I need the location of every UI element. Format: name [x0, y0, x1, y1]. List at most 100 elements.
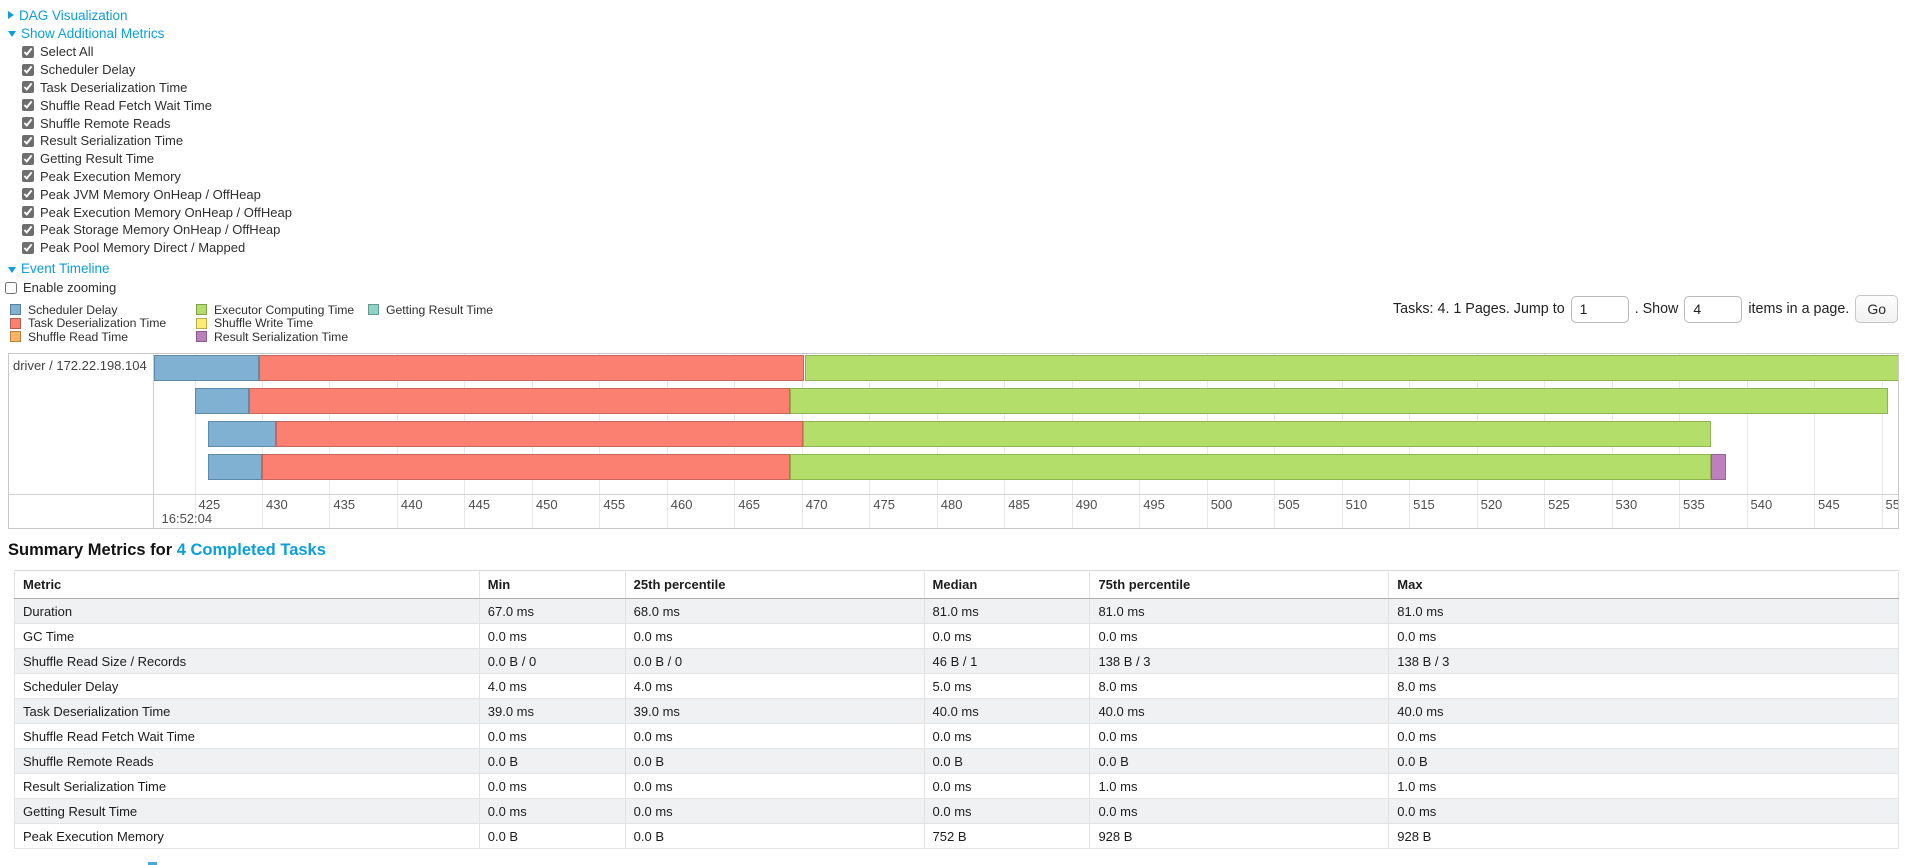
metric-checkbox-label[interactable]: Result Serialization Time — [40, 133, 184, 149]
jump-to-page-input[interactable] — [1570, 295, 1629, 323]
table-cell: 138 B / 3 — [1388, 648, 1899, 674]
table-cell: 928 B — [1388, 823, 1899, 849]
metric-checkbox-label[interactable]: Shuffle Read Fetch Wait Time — [40, 97, 212, 113]
event-timeline-toggle[interactable]: Event Timeline — [8, 261, 292, 277]
table-cell: 40.0 ms — [1388, 698, 1899, 724]
timeline-plot-area: 425 16:52:04 430 435 440 445 450 455 460 465 470 47… — [154, 354, 1898, 528]
task-bar-segment-result_serialization[interactable] — [1711, 454, 1727, 480]
metric-checkbox-row: Getting Result Time — [22, 150, 292, 168]
enable-zooming-label[interactable]: Enable zooming — [23, 280, 117, 296]
legend-label: Scheduler Delay — [28, 302, 118, 317]
legend-swatch-shuffle_read — [10, 331, 21, 343]
table-cell: 0.0 ms — [624, 798, 925, 824]
task-bar-segment-task_deserialization[interactable] — [275, 421, 804, 447]
tasks-pagination-text: Tasks: 4. 1 Pages. Jump to — [1393, 301, 1565, 317]
table-header-cell: Metric — [14, 570, 480, 599]
table-body: Duration 67.0 ms 68.0 ms 81.0 ms 81.0 ms 81.0… — [14, 598, 1899, 849]
legend-item: Shuffle Read Time — [10, 330, 166, 344]
metric-checkbox[interactable] — [22, 81, 34, 94]
axis-tick-label: 435 — [333, 497, 356, 512]
task-bar-segment-scheduler_delay[interactable] — [208, 454, 262, 480]
completed-tasks-link[interactable]: 4 Completed Tasks — [176, 541, 326, 559]
table-header-cell: Max — [1388, 570, 1899, 599]
metric-checkbox[interactable] — [22, 63, 34, 76]
metric-checkbox-label[interactable]: Getting Result Time — [40, 151, 155, 167]
expanded-arrow-icon — [8, 31, 16, 37]
metric-checkbox-label[interactable]: Shuffle Remote Reads — [40, 115, 171, 131]
task-bar-segment-executor_computing[interactable] — [804, 355, 1898, 381]
axis-tick-label: 545 — [1818, 497, 1840, 512]
task-bar-segment-task_deserialization[interactable] — [262, 454, 790, 480]
metric-checkbox[interactable] — [22, 45, 34, 58]
task-bar-segment-executor_computing[interactable] — [789, 388, 1889, 414]
task-bar-segment-scheduler_delay[interactable] — [154, 355, 260, 381]
metric-checkbox-label[interactable]: Peak Pool Memory Direct / Mapped — [40, 240, 246, 256]
metric-checkbox-label[interactable]: Select All — [40, 44, 94, 60]
pagination-controls: Tasks: 4. 1 Pages. Jump to . Show items … — [1393, 295, 1898, 323]
axis-tick-label: 495 — [1143, 497, 1165, 512]
table-cell: 0.0 ms — [1089, 798, 1390, 824]
metric-checkbox-label[interactable]: Scheduler Delay — [40, 62, 136, 78]
axis-tick-label: 455 — [603, 497, 626, 512]
task-bar-segment-executor_computing[interactable] — [803, 421, 1712, 447]
table-header-cell: 75th percentile — [1089, 570, 1390, 599]
metric-checkbox[interactable] — [22, 152, 34, 165]
table-cell: 0.0 ms — [923, 723, 1091, 749]
table-cell: Duration — [14, 598, 480, 624]
executor-row-label: driver / 172.22.198.104 — [13, 358, 147, 373]
legend-swatch-executor_computing — [196, 304, 207, 316]
metric-checkbox[interactable] — [22, 170, 34, 183]
table-row: Peak Execution Memory 0.0 B 0.0 B 752 B 928 … — [14, 823, 1899, 849]
items-per-page-input[interactable] — [1684, 295, 1743, 323]
legend-swatch-task_deserialization — [10, 317, 21, 329]
dag-visualization-toggle[interactable]: DAG Visualization — [8, 7, 292, 23]
dag-visualization-link[interactable]: DAG Visualization — [19, 7, 128, 23]
metric-checkbox[interactable] — [22, 188, 34, 201]
task-bar-segment-task_deserialization[interactable] — [259, 355, 805, 381]
event-timeline-link[interactable]: Event Timeline — [21, 261, 110, 277]
task-bar-segment-executor_computing[interactable] — [789, 454, 1712, 480]
expanded-arrow-icon — [8, 266, 16, 273]
axis-tick-label: 475 — [873, 497, 895, 512]
task-bar-segment-scheduler_delay[interactable] — [194, 388, 249, 414]
metric-checkbox-label[interactable]: Peak Execution Memory OnHeap / OffHeap — [40, 204, 292, 220]
table-cell: 39.0 ms — [478, 698, 626, 724]
show-additional-metrics-link[interactable]: Show Additional Metrics — [21, 25, 165, 41]
table-cell: 40.0 ms — [923, 698, 1091, 724]
table-cell: 0.0 B — [1388, 748, 1899, 774]
metric-checkbox-label[interactable]: Task Deserialization Time — [40, 79, 188, 95]
metric-checkbox[interactable] — [22, 206, 34, 219]
axis-tick-label: 550 — [1885, 497, 1899, 512]
enable-zooming-checkbox[interactable] — [5, 281, 17, 294]
table-cell: 928 B — [1089, 823, 1390, 849]
table-cell: 0.0 B / 0 — [624, 648, 925, 674]
task-bar-segment-task_deserialization[interactable] — [248, 388, 790, 414]
task-bar-segment-scheduler_delay[interactable] — [208, 421, 276, 447]
legend-swatch-scheduler_delay — [10, 304, 21, 316]
table-cell: 68.0 ms — [624, 598, 925, 624]
show-additional-metrics-toggle[interactable]: Show Additional Metrics — [8, 25, 292, 41]
table-cell: 0.0 ms — [1089, 623, 1390, 649]
metric-checkbox-label[interactable]: Peak Execution Memory — [40, 168, 181, 184]
table-cell: 81.0 ms — [923, 598, 1091, 624]
table-row: Shuffle Read Fetch Wait Time 0.0 ms 0.0 ms… — [14, 723, 1899, 749]
axis-gridline — [1881, 354, 1883, 528]
metric-checkbox[interactable] — [22, 223, 34, 236]
event-timeline-canvas: driver / 172.22.198.104 425 16:52:04 430 43… — [9, 354, 1898, 528]
table-cell: 8.0 ms — [1388, 673, 1899, 699]
metric-checkbox[interactable] — [22, 99, 34, 112]
table-cell: Shuffle Read Fetch Wait Time — [14, 723, 480, 749]
metric-checkbox[interactable] — [22, 241, 34, 254]
go-button[interactable]: Go — [1855, 295, 1898, 323]
table-cell: 0.0 B — [478, 748, 626, 774]
axis-tick-label: 490 — [1075, 497, 1098, 512]
metric-checkbox-label[interactable]: Peak JVM Memory OnHeap / OffHeap — [40, 186, 261, 202]
collapsed-arrow-icon — [8, 11, 14, 19]
metric-checkbox[interactable] — [22, 134, 34, 147]
legend-label: Executor Computing Time — [214, 302, 355, 317]
table-row: GC Time 0.0 ms 0.0 ms 0.0 ms 0.0 ms 0.0 ms — [14, 623, 1899, 649]
metric-checkbox[interactable] — [22, 117, 34, 130]
axis-tick-label: 515 — [1413, 497, 1435, 512]
metric-checkbox-label[interactable]: Peak Storage Memory OnHeap / OffHeap — [40, 222, 281, 238]
